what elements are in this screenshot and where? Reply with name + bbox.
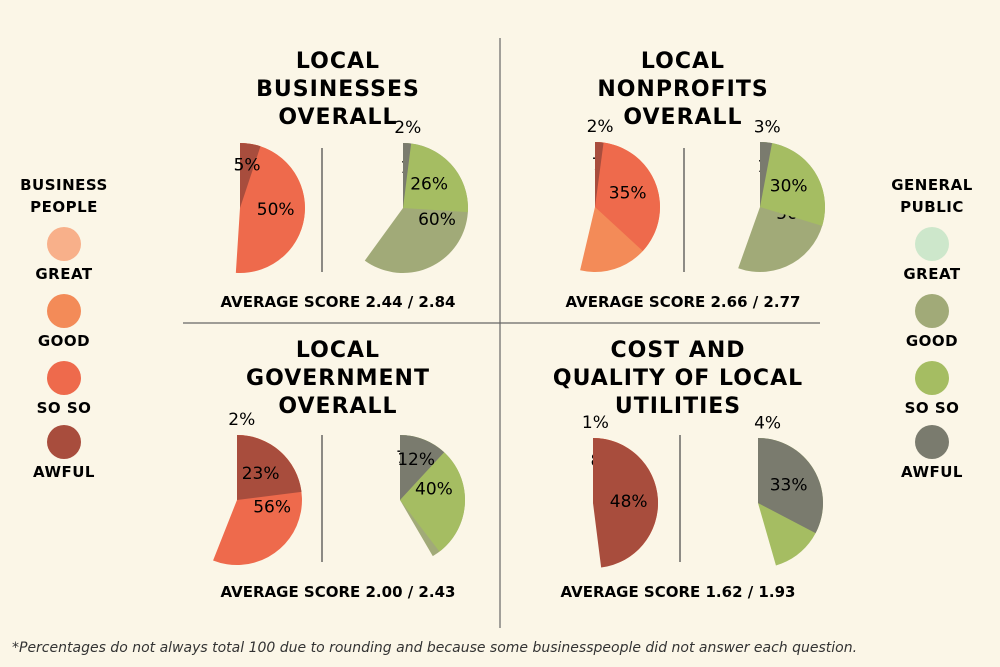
pie-data-label-great: 4% bbox=[754, 414, 781, 434]
legend-swatch-awful bbox=[47, 425, 81, 459]
legend-label-so-so: SO SO bbox=[37, 399, 92, 417]
pie-data-label-awful: 3% bbox=[754, 117, 781, 137]
pie-data-label-great: 1% bbox=[582, 413, 609, 433]
pie-business-people: 1%8%43%48% bbox=[582, 413, 659, 568]
chart-title-line: NONPROFITS bbox=[597, 77, 768, 102]
legend-title: BUSINESS bbox=[20, 176, 108, 194]
chart-title-line: QUALITY OF LOCAL bbox=[553, 366, 803, 391]
average-score: AVERAGE SCORE 2.00 / 2.43 bbox=[221, 583, 456, 601]
pie-data-label-awful: 12% bbox=[397, 450, 435, 470]
pie-data-label-so-so: 30% bbox=[770, 177, 808, 197]
chart-title-line: UTILITIES bbox=[615, 394, 741, 419]
pie-slice-awful bbox=[403, 143, 412, 208]
legend-title: GENERAL bbox=[891, 176, 973, 194]
average-score: AVERAGE SCORE 1.62 / 1.93 bbox=[561, 583, 796, 601]
pie-slice-awful bbox=[593, 438, 659, 568]
pie-slice-awful bbox=[595, 142, 604, 207]
pie-business-people: 5%38%50%5% bbox=[234, 143, 305, 273]
chart-title-line: OVERALL bbox=[623, 105, 742, 130]
legend-label-awful: AWFUL bbox=[901, 463, 963, 481]
pie-slice-so-so bbox=[760, 142, 825, 226]
pie-data-label-awful: 5% bbox=[234, 155, 261, 175]
legend-label-great: GREAT bbox=[903, 265, 961, 283]
pie-data-label-so-so: 26% bbox=[410, 175, 448, 195]
pie-general-public: 4%18%46%33% bbox=[754, 414, 824, 566]
legend-title: PEOPLE bbox=[30, 198, 98, 216]
legend-swatch-great bbox=[915, 227, 949, 261]
chart-title-line: COST AND bbox=[610, 338, 745, 363]
pie-slice-so-so bbox=[235, 143, 305, 273]
pie-general-public: 12%60%26%2% bbox=[364, 118, 468, 273]
legend-label-good: GOOD bbox=[906, 332, 958, 350]
pie-slice-awful bbox=[240, 143, 261, 208]
legend-swatch-great bbox=[47, 227, 81, 261]
pie-data-label-so-so: 40% bbox=[415, 480, 453, 500]
pie-data-label-good: 60% bbox=[418, 210, 456, 230]
footnote: *Percentages do not always total 100 due… bbox=[12, 640, 857, 656]
legend-label-good: GOOD bbox=[38, 332, 90, 350]
pie-slice-awful bbox=[760, 142, 773, 207]
pie-slice-so-so bbox=[595, 142, 660, 252]
average-score: AVERAGE SCORE 2.66 / 2.77 bbox=[566, 293, 801, 311]
chart-title-line: GOVERNMENT bbox=[246, 366, 430, 391]
pie-business-people: 2%19%56%23% bbox=[213, 410, 302, 565]
legend-label-awful: AWFUL bbox=[33, 463, 95, 481]
legend-swatch-good bbox=[47, 294, 81, 328]
pie-data-label-awful: 48% bbox=[610, 492, 648, 512]
legend-title: PUBLIC bbox=[900, 198, 964, 216]
chart-title-line: OVERALL bbox=[278, 105, 397, 130]
pie-slice-so-so bbox=[403, 143, 468, 213]
pie-data-label-awful: 23% bbox=[242, 464, 280, 484]
average-score: AVERAGE SCORE 2.44 / 2.84 bbox=[221, 293, 456, 311]
pie-slice-awful bbox=[400, 435, 445, 500]
pie-data-label-so-so: 56% bbox=[253, 498, 291, 518]
pie-general-public: 7%42%40%12% bbox=[396, 435, 465, 557]
chart-title-line: LOCAL bbox=[296, 49, 380, 74]
chart-title-line: BUSINESSES bbox=[256, 77, 420, 102]
pie-data-label-awful: 2% bbox=[587, 117, 614, 137]
chart-title-line: LOCAL bbox=[296, 338, 380, 363]
pie-slice-awful bbox=[758, 437, 824, 534]
pie-data-label-great: 2% bbox=[228, 410, 255, 430]
pie-data-label-awful: 2% bbox=[394, 118, 421, 138]
legend-label-so-so: SO SO bbox=[905, 399, 960, 417]
pie-data-label-so-so: 35% bbox=[609, 184, 647, 204]
legend-swatch-good bbox=[915, 294, 949, 328]
chart-title-line: LOCAL bbox=[641, 49, 725, 74]
pie-data-label-so-so: 50% bbox=[257, 200, 295, 220]
pie-data-label-awful: 33% bbox=[770, 476, 808, 496]
legend-label-great: GREAT bbox=[35, 265, 93, 283]
pie-general-public: 12%56%30%3% bbox=[738, 117, 826, 272]
legend-swatch-awful bbox=[915, 425, 949, 459]
chart-title-line: OVERALL bbox=[278, 394, 397, 419]
pie-slice-awful bbox=[237, 434, 302, 500]
legend-swatch-so-so bbox=[47, 361, 81, 395]
legend-swatch-so-so bbox=[915, 361, 949, 395]
pie-business-people: 7%51%35%2% bbox=[580, 117, 660, 272]
